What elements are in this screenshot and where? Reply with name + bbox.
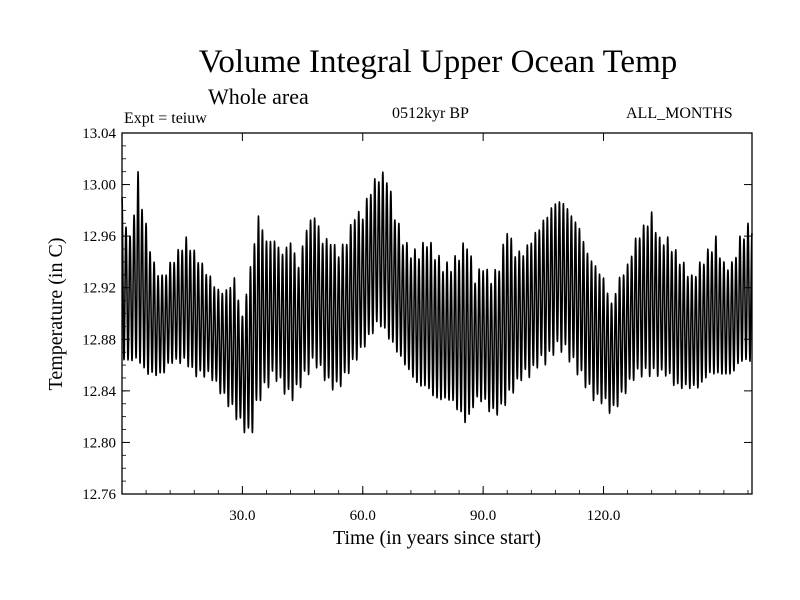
- y-tick-label: 12.92: [82, 281, 116, 297]
- x-axis-label: Time (in years since start): [333, 527, 541, 549]
- experiment-label: Expt = teiuw: [124, 110, 207, 127]
- series-group: [121, 170, 753, 434]
- y-tick-label: 12.84: [82, 384, 116, 400]
- x-tick-label: 60.0: [350, 508, 376, 524]
- y-tick-label: 13.04: [82, 126, 116, 142]
- x-tick-label: 120.0: [587, 508, 621, 524]
- y-tick-label: 13.00: [82, 178, 116, 194]
- x-tick-label: 90.0: [470, 508, 496, 524]
- x-tick-label: 30.0: [229, 508, 255, 524]
- chart-subtitle: Whole area: [208, 84, 309, 109]
- period-label: 0512kyr BP: [392, 105, 469, 122]
- temperature-series-line: [121, 170, 753, 434]
- chart-title: Volume Integral Upper Ocean Temp: [198, 44, 678, 80]
- y-tick-label: 12.80: [82, 435, 116, 451]
- x-axis-ticks: 30.0 60.0 90.0 120.0: [121, 133, 749, 524]
- y-tick-label: 12.76: [82, 487, 116, 503]
- y-tick-label: 12.88: [82, 332, 116, 348]
- y-tick-label: 12.96: [82, 229, 116, 245]
- months-label: ALL_MONTHS: [626, 105, 733, 122]
- y-axis-label: Temperature (in C): [45, 238, 67, 391]
- plot-frame: [121, 132, 753, 495]
